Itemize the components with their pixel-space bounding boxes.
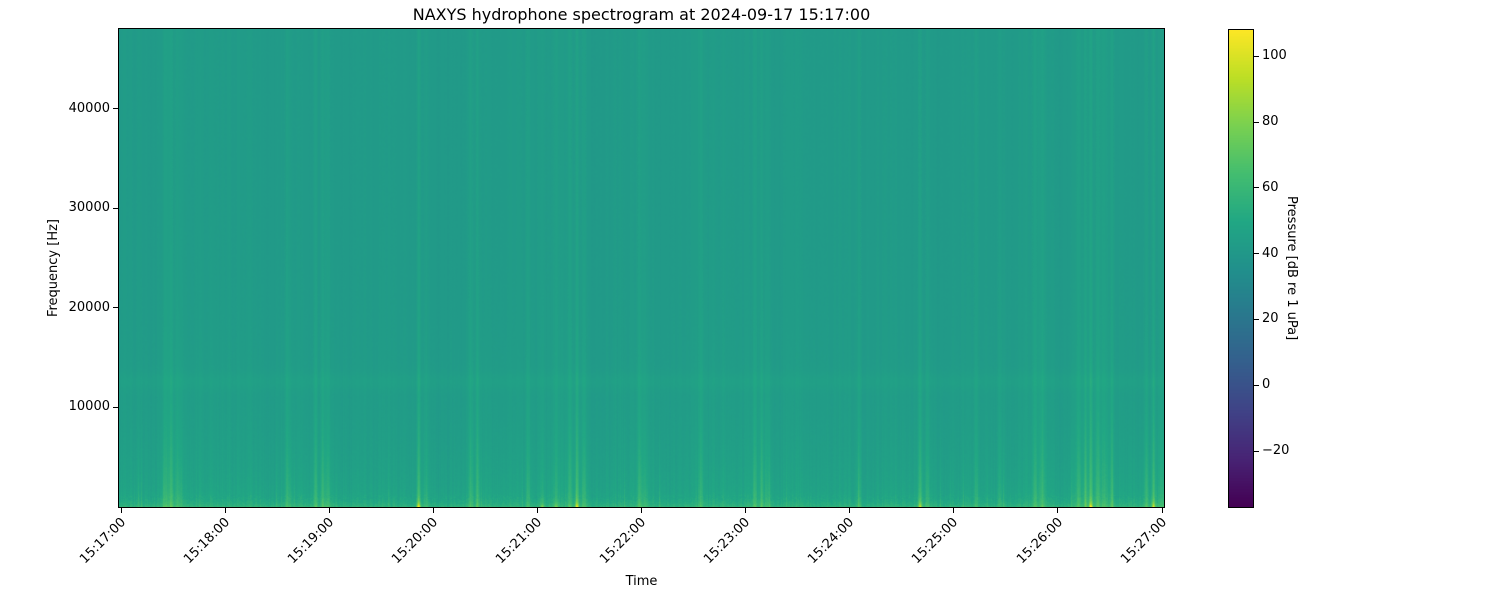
x-tick-label: 15:21:00 [493,515,546,567]
y-tick [113,307,119,309]
x-tick-label: 15:22:00 [597,515,650,567]
colorbar-tick-label: 0 [1262,377,1271,393]
y-tick [113,207,119,209]
x-tick-label: 15:23:00 [701,515,754,567]
colorbar-tick-label: 100 [1262,48,1287,64]
colorbar-tick-label: 20 [1262,311,1279,327]
y-axis-label: Frequency [Hz] [46,218,61,318]
colorbar-tick-label: 80 [1262,114,1279,130]
x-tick [641,508,642,513]
x-tick [536,508,538,513]
x-tick [1161,508,1163,513]
colorbar-tick [1254,55,1259,57]
x-tick-label: 15:26:00 [1013,515,1066,567]
spectrogram-axes [118,28,1165,508]
x-tick-label: 15:20:00 [389,515,441,567]
colorbar-tick [1254,318,1259,320]
x-tick-label: 15:19:00 [284,515,337,567]
x-tick [224,508,226,513]
colorbar-tick [1254,187,1259,189]
colorbar-tick [1254,384,1259,386]
y-tick-label: 20000 [68,299,110,315]
x-tick [953,508,955,513]
x-tick-label: 15:18:00 [180,515,233,567]
x-axis-label: Time [625,574,658,589]
y-tick-label: 10000 [68,399,110,415]
x-tick [432,508,434,513]
colorbar-tick [1254,450,1259,452]
y-tick-label: 40000 [68,100,110,116]
x-tick-label: 15:25:00 [909,515,962,567]
x-tick [1057,508,1059,513]
y-tick [113,406,119,408]
spectrogram-heatmap [119,29,1164,507]
x-tick-label: 15:24:00 [805,515,858,567]
x-tick-label: 15:17:00 [76,515,129,567]
x-tick [328,508,330,513]
colorbar-tick-label: −20 [1262,443,1290,459]
x-tick [849,508,851,513]
x-tick [120,508,122,513]
x-tick-label: 15:27:00 [1117,515,1170,567]
colorbar-gradient [1229,30,1253,507]
y-tick-label: 30000 [68,200,110,216]
x-tick [745,508,747,513]
colorbar-tick [1254,253,1259,255]
plot-title: NAXYS hydrophone spectrogram at 2024-09-… [412,5,871,24]
colorbar-tick [1254,121,1259,123]
colorbar [1228,29,1254,508]
colorbar-tick-label: 60 [1262,179,1279,195]
colorbar-label: Pressure [dB re 1 uPa] [1284,196,1299,341]
y-tick [113,108,119,110]
colorbar-tick-label: 40 [1262,245,1279,261]
